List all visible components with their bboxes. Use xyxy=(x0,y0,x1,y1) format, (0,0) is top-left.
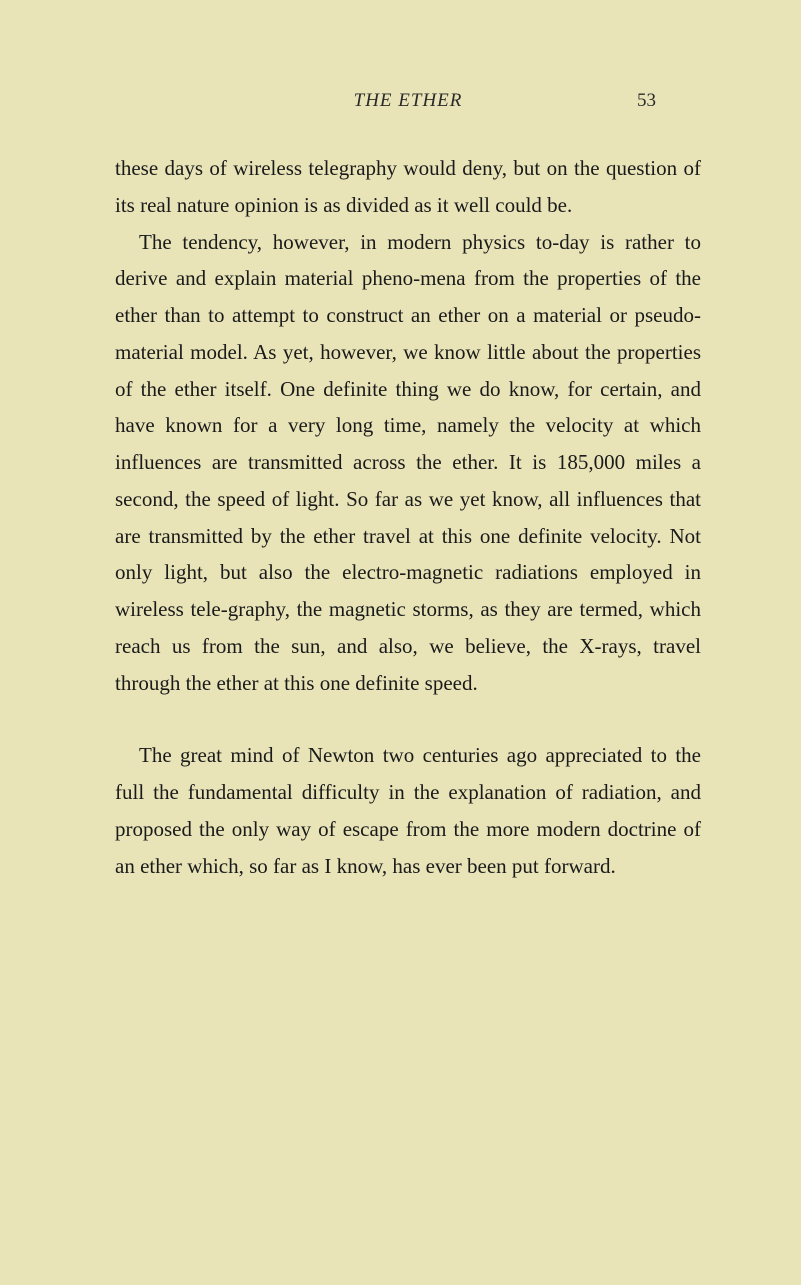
body-text: these days of wireless telegraphy would … xyxy=(115,150,701,884)
page-number: 53 xyxy=(637,90,656,112)
paragraph-2: The tendency, however, in modern physics… xyxy=(115,224,701,702)
paragraph-3: The great mind of Newton two centuries a… xyxy=(115,737,701,884)
page-header: THE ETHER 53 xyxy=(115,90,701,112)
paragraph-1: these days of wireless telegraphy would … xyxy=(115,150,701,224)
header-title: THE ETHER xyxy=(354,90,463,112)
